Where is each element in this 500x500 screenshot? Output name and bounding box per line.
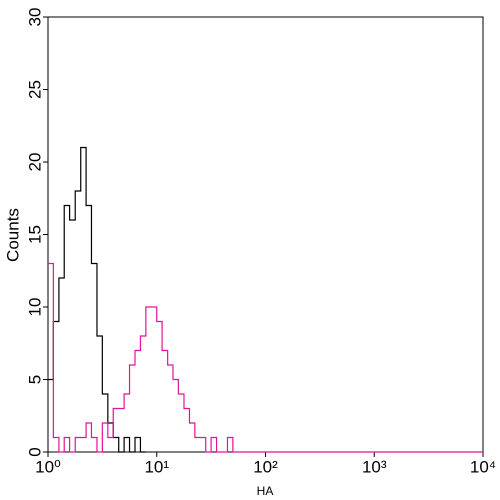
x-tick-label: 10¹ xyxy=(144,457,169,476)
y-tick-label: 10 xyxy=(25,298,44,317)
histogram-line xyxy=(48,146,146,453)
x-tick-label: 10⁰ xyxy=(35,457,61,476)
y-tick-label: 20 xyxy=(25,153,44,172)
y-axis-label: Counts xyxy=(3,208,22,262)
y-tick-label: 25 xyxy=(25,80,44,99)
y-tick-label: 0 xyxy=(25,447,44,456)
y-tick-label: 15 xyxy=(25,225,44,244)
histogram-line xyxy=(48,262,483,453)
y-tick-label: 30 xyxy=(25,8,44,27)
plot-frame xyxy=(47,16,484,453)
x-tick-label: 10³ xyxy=(362,457,387,476)
x-axis-label: HA xyxy=(257,484,274,498)
x-tick-label: 10⁴ xyxy=(470,457,496,476)
x-tick-label: 10² xyxy=(253,457,278,476)
y-tick-label: 5 xyxy=(25,375,44,384)
